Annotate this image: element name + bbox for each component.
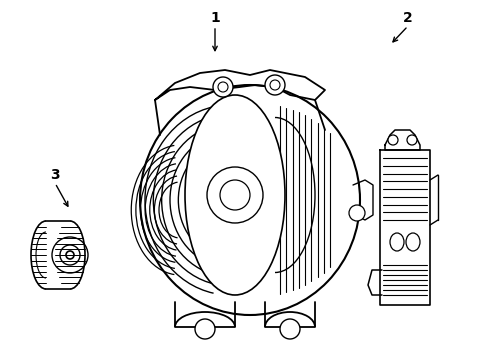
- Text: 3: 3: [50, 168, 60, 182]
- Circle shape: [213, 77, 233, 97]
- Ellipse shape: [140, 85, 360, 315]
- Circle shape: [407, 135, 417, 145]
- Circle shape: [265, 75, 285, 95]
- Text: 1: 1: [210, 11, 220, 25]
- Ellipse shape: [406, 233, 420, 251]
- Circle shape: [270, 80, 280, 90]
- Ellipse shape: [390, 233, 404, 251]
- Circle shape: [388, 135, 398, 145]
- Text: 2: 2: [403, 11, 413, 25]
- Circle shape: [207, 167, 263, 223]
- Circle shape: [349, 205, 365, 221]
- Circle shape: [195, 319, 215, 339]
- Circle shape: [220, 180, 250, 210]
- Ellipse shape: [185, 95, 285, 295]
- Circle shape: [218, 82, 228, 92]
- Circle shape: [280, 319, 300, 339]
